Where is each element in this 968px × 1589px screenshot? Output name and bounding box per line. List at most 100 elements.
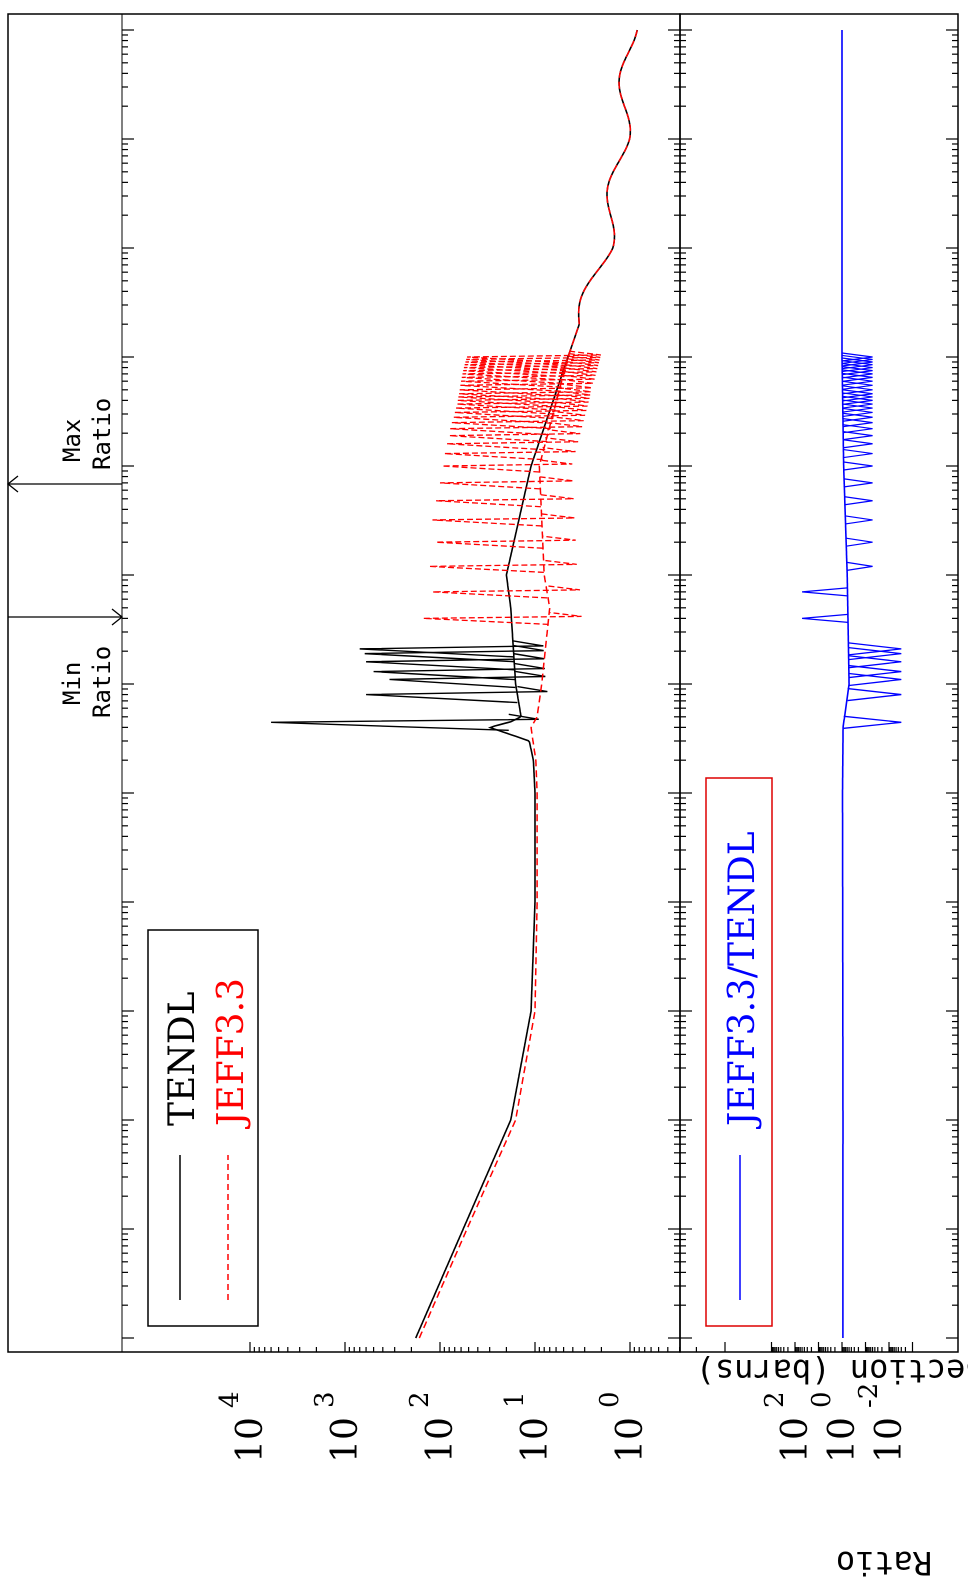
- tendl-resonance: [366, 685, 548, 704]
- tendl-resonance: [373, 662, 545, 681]
- bottom-tick-label: 10 2: [760, 1391, 816, 1462]
- tendl-resonance: [366, 653, 545, 671]
- ratio-dip: [843, 715, 902, 729]
- jeff-resonance: [462, 367, 597, 381]
- series-tendl-line: [414, 29, 638, 1339]
- bottom-tick-label-exp: -2: [854, 1383, 884, 1408]
- ratio-spike: [842, 399, 873, 409]
- jeff-resonance: [436, 494, 574, 508]
- max-ratio-label-1: Max: [58, 419, 86, 462]
- ratio-spike: [842, 395, 873, 405]
- top-legend: TENDL JEFF3.3: [147, 929, 259, 1327]
- jeff-resonance: [439, 476, 574, 490]
- jeff-resonance: [466, 350, 601, 364]
- ratio-spike: [845, 515, 873, 525]
- ratio-spike: [802, 613, 849, 623]
- ratio-spike: [843, 448, 873, 459]
- jeff-resonance: [461, 370, 596, 385]
- top-axis-title: Cross Section (barns): [696, 1352, 968, 1390]
- ratio-spike: [842, 372, 873, 382]
- tendl-resonance: [271, 713, 539, 732]
- ratio-spike: [802, 587, 848, 597]
- legend-label-ratio: JEFF3.3/TENDL: [722, 831, 763, 1130]
- jeff-resonance: [460, 378, 594, 392]
- top-tick-label: 10 3: [310, 1391, 366, 1462]
- top-tick-label-exp: 4: [215, 1391, 245, 1408]
- ratio-dip: [848, 672, 902, 687]
- top-tick-label-base: 10: [515, 1417, 556, 1463]
- top-tick-label-base: 10: [230, 1417, 271, 1463]
- ratio-spike: [842, 385, 873, 395]
- ratio-spike: [844, 478, 873, 488]
- bottom-tick-label-exp: 0: [807, 1391, 837, 1408]
- bottom-tick-label-base: 10: [822, 1417, 863, 1463]
- jeff-resonance: [457, 393, 590, 408]
- jeff-resonance: [444, 446, 576, 461]
- series-ratio-line: [841, 30, 850, 1338]
- top-tick-label: 10 2: [405, 1391, 461, 1462]
- jeff-resonance: [450, 422, 583, 436]
- top-tick-label-exp: 2: [405, 1391, 435, 1408]
- top-tick-label-exp: 0: [595, 1391, 625, 1408]
- jeff-resonance: [455, 401, 588, 415]
- jeff-resonance: [459, 387, 592, 401]
- top-tick-label-base: 10: [610, 1417, 651, 1463]
- ratio-spike: [843, 461, 873, 471]
- jeff-resonance: [451, 415, 584, 430]
- ratio-dip: [848, 664, 902, 679]
- jeff-resonance: [432, 513, 575, 527]
- top-tick-label-base: 10: [325, 1417, 366, 1463]
- jeff-resonance: [459, 383, 593, 397]
- ratio-dip: [848, 642, 902, 656]
- data-curves: [271, 29, 902, 1339]
- top-tick-label: 10 1: [500, 1391, 556, 1462]
- bottom-axis-title: Ratio: [836, 1544, 932, 1582]
- legend-label-tendl: TENDL: [162, 991, 203, 1126]
- ratio-spike: [842, 392, 873, 402]
- bottom-tick-label: 10-2: [854, 1383, 910, 1463]
- ratio-dip: [848, 646, 902, 661]
- tendl-resonance: [364, 644, 544, 663]
- ratio-spike: [843, 424, 873, 434]
- axis-ticks: [122, 29, 958, 1352]
- max-ratio-label-2: Ratio: [88, 398, 116, 470]
- ratio-spike: [844, 496, 873, 506]
- bottom-tick-label-base: 10: [869, 1417, 910, 1463]
- jeff-resonance: [449, 428, 581, 443]
- tendl-resonance: [359, 640, 544, 658]
- jeff-resonance: [463, 363, 598, 378]
- ratio-spike: [842, 376, 873, 386]
- jeff-resonance: [432, 585, 581, 599]
- max-ratio-marker: Max Ratio: [6, 398, 122, 493]
- tendl-resonance: [389, 670, 546, 689]
- legend-label-jeff: JEFF3.3: [211, 978, 252, 1130]
- ratio-spike: [843, 431, 873, 441]
- jeff-resonance: [442, 459, 573, 473]
- ratio-spike: [846, 561, 873, 571]
- min-ratio-label-1: Min: [58, 662, 86, 705]
- ratio-spike: [843, 439, 873, 449]
- jeff-resonance: [429, 559, 577, 574]
- top-tick-label-exp: 1: [500, 1391, 530, 1408]
- jeff-resonance: [458, 390, 591, 404]
- ratio-spike: [842, 403, 873, 413]
- jeff-resonance: [454, 405, 587, 420]
- bottom-tick-label-exp: 2: [760, 1391, 790, 1408]
- jeff-resonance: [423, 611, 582, 626]
- bottom-tick-label-base: 10: [775, 1417, 816, 1463]
- ratio-spike: [842, 389, 873, 399]
- min-ratio-marker: Min Ratio: [8, 608, 124, 718]
- jeff-resonance: [446, 437, 579, 451]
- jeff-resonance: [453, 410, 586, 424]
- ratio-spike: [841, 354, 873, 365]
- ratio-spike: [842, 369, 873, 379]
- ratio-spike: [842, 407, 873, 418]
- jeff-resonance: [466, 352, 601, 367]
- top-tick-label: 10 0: [595, 1391, 651, 1462]
- jeff-resonance: [436, 535, 576, 549]
- top-tick-label-base: 10: [420, 1417, 461, 1463]
- ratio-spike: [841, 352, 873, 362]
